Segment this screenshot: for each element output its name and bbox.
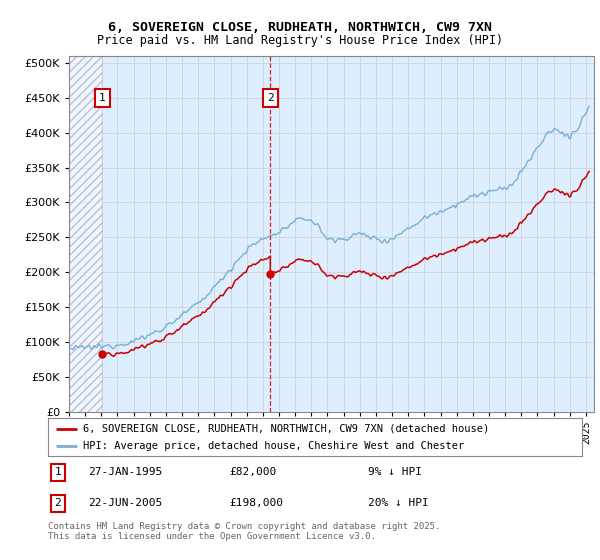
Text: £198,000: £198,000 [230, 498, 284, 508]
Bar [69, 56, 103, 412]
Text: 6, SOVEREIGN CLOSE, RUDHEATH, NORTHWICH, CW9 7XN: 6, SOVEREIGN CLOSE, RUDHEATH, NORTHWICH,… [108, 21, 492, 34]
Text: Contains HM Land Registry data © Crown copyright and database right 2025.
This d: Contains HM Land Registry data © Crown c… [48, 522, 440, 542]
Text: £82,000: £82,000 [230, 467, 277, 477]
Bar [69, 56, 103, 412]
Text: 20% ↓ HPI: 20% ↓ HPI [368, 498, 429, 508]
Text: HPI: Average price, detached house, Cheshire West and Chester: HPI: Average price, detached house, Ches… [83, 441, 464, 451]
Text: Price paid vs. HM Land Registry's House Price Index (HPI): Price paid vs. HM Land Registry's House … [97, 34, 503, 46]
Text: 1: 1 [99, 93, 106, 103]
Text: 6, SOVEREIGN CLOSE, RUDHEATH, NORTHWICH, CW9 7XN (detached house): 6, SOVEREIGN CLOSE, RUDHEATH, NORTHWICH,… [83, 423, 489, 433]
Text: 9% ↓ HPI: 9% ↓ HPI [368, 467, 422, 477]
Text: 2: 2 [54, 498, 61, 508]
Text: 27-JAN-1995: 27-JAN-1995 [88, 467, 162, 477]
Text: 1: 1 [54, 467, 61, 477]
Text: 22-JUN-2005: 22-JUN-2005 [88, 498, 162, 508]
Text: 2: 2 [267, 93, 274, 103]
